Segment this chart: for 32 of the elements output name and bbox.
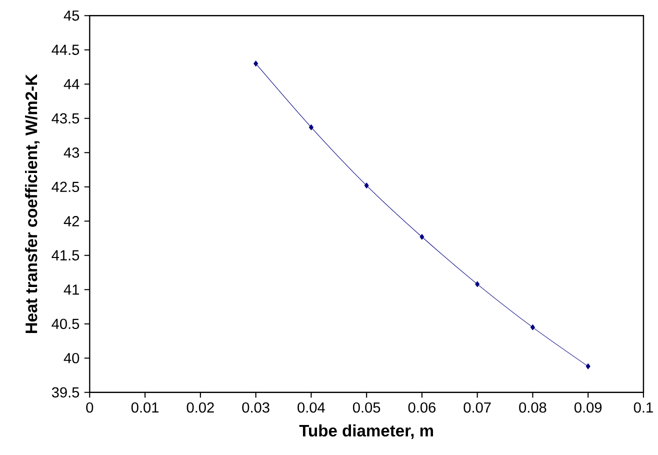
point <box>475 281 480 288</box>
y-axis-title: Heat transfer coefficient, W/m2-K <box>25 74 40 334</box>
y-tick-label: 40.5 <box>52 318 80 330</box>
x-axis-title: Tube diameter, m <box>299 424 433 440</box>
x-tick-label: 0.1 <box>634 402 653 413</box>
y-tick-label: 44.5 <box>52 45 80 56</box>
x-tick-label: 0.04 <box>298 402 325 413</box>
point <box>364 182 369 189</box>
y-tick-label: 41 <box>64 284 79 295</box>
y-tick-label: 45 <box>64 10 80 21</box>
point <box>530 324 535 330</box>
x-tick-label: 0.06 <box>408 402 436 413</box>
y-tick-label: 40 <box>64 353 80 364</box>
y-tick-label: 42 <box>64 216 79 226</box>
x-tick-label: 0.03 <box>242 402 270 413</box>
x-tick-label: 0.09 <box>574 402 602 413</box>
point <box>254 60 258 67</box>
y-tick-label: 41.5 <box>52 250 80 261</box>
x-tick-label: 0.01 <box>131 402 159 413</box>
x-tick-label: 0 <box>86 402 94 413</box>
x-tick-label: 0.05 <box>352 402 380 413</box>
y-tick-label: 39.5 <box>52 387 80 398</box>
x-tick-label: 0.02 <box>186 402 214 413</box>
y-tick-label: 44 <box>64 79 80 90</box>
point <box>586 364 590 370</box>
y-tick-label: 42.5 <box>52 182 80 192</box>
y-tick-label: 43 <box>64 148 80 158</box>
x-tick-label: 0.07 <box>464 402 491 413</box>
x-tick-label: 0.08 <box>519 402 546 413</box>
y-tick-label: 43.5 <box>52 113 80 124</box>
point <box>420 234 424 240</box>
point <box>308 124 314 130</box>
